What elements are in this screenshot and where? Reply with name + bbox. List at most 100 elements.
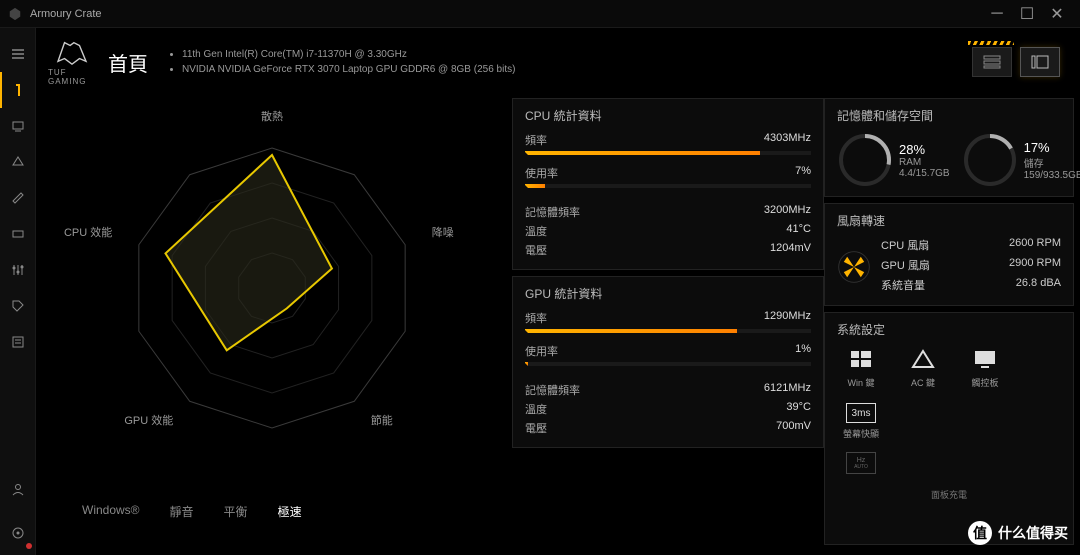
radar-chart: 散熱降噪節能 GPU 效能 CPU 效能 <box>42 98 512 478</box>
sidebar-device[interactable] <box>0 108 36 144</box>
header: TUF GAMING 首頁 11th Gen Intel(R) Core(TM)… <box>36 28 1080 94</box>
titlebar: Armoury Crate ─ ☐ ✕ <box>0 0 1080 28</box>
app-title: Armoury Crate <box>30 8 982 20</box>
gpu-temp-value: 39°C <box>786 401 811 417</box>
fan-noise-value: 26.8 dBA <box>1016 277 1061 293</box>
fan-noise-label: 系統音量 <box>881 277 925 293</box>
sidebar-news[interactable] <box>0 324 36 360</box>
gpu-title: GPU 統計資料 <box>525 285 811 302</box>
sidebar-home[interactable] <box>0 72 36 108</box>
gpu-panel: GPU 統計資料 頻率 1290MHz 使用率 1% 記憶體頻率 6121MHz 溫度… <box>512 276 824 448</box>
mode-tab-0[interactable]: Windows® <box>82 499 140 524</box>
layout-list[interactable] <box>972 47 1012 77</box>
ram-label: RAM <box>899 157 950 168</box>
layout-toggles <box>972 47 1060 77</box>
ram-gauge <box>837 132 893 188</box>
svg-text:節能: 節能 <box>371 413 393 427</box>
cpu-temp-label: 溫度 <box>525 223 547 239</box>
gpu-memfreq-value: 6121MHz <box>764 382 811 398</box>
sidebar-scenario[interactable] <box>0 216 36 252</box>
syscfg-panel: 系統設定 Win 鍵 AC 鍵觸控板 3ms螢幕快顯 HzAUTO 面板充電 <box>824 312 1074 545</box>
sidebar-tag[interactable] <box>0 288 36 324</box>
maximize-button[interactable]: ☐ <box>1012 0 1042 28</box>
gpu-memfreq-label: 記憶體頻率 <box>525 382 580 398</box>
cpu-usage-label: 使用率 <box>525 165 558 181</box>
cpu-temp-value: 41°C <box>786 223 811 239</box>
sysinfo-gpu: NVIDIA NVIDIA GeForce RTX 3070 Laptop GP… <box>182 62 515 77</box>
cpu-freq-label: 頻率 <box>525 132 547 148</box>
cpu-memfreq-value: 3200MHz <box>764 204 811 220</box>
sysinfo-cpu: 11th Gen Intel(R) Core(TM) i7-11370H @ 3… <box>182 47 515 62</box>
main: TUF GAMING 首頁 11th Gen Intel(R) Core(TM)… <box>36 28 1080 555</box>
gpu-freq-label: 頻率 <box>525 310 547 326</box>
ram-pct: 28% <box>899 142 950 157</box>
svg-text:GPU 效能: GPU 效能 <box>124 413 173 427</box>
memstore-panel: 記憶體和儲存空間 28%RAM4.4/15.7GB 17%儲存159/933.5… <box>824 98 1074 197</box>
ram-detail: 4.4/15.7GB <box>899 168 950 179</box>
cpu-panel: CPU 統計資料 頻率 4303MHz 使用率 7% 記憶體頻率 3200MHz 溫度… <box>512 98 824 270</box>
gpu-volt-label: 電壓 <box>525 420 547 436</box>
gpu-freq-bar <box>525 329 811 333</box>
fan-title: 風扇轉速 <box>837 212 1061 229</box>
fan-icon <box>837 250 871 284</box>
cpu-freq-bar <box>525 151 811 155</box>
close-button[interactable]: ✕ <box>1042 0 1072 28</box>
sidebar-menu-toggle[interactable] <box>0 36 36 72</box>
svg-text:降噪: 降噪 <box>432 225 454 239</box>
content-grid: 散熱降噪節能 GPU 效能 CPU 效能 Windows® 靜音 平衡 極速 CPU 統計… <box>36 94 1080 555</box>
page-title: 首頁 <box>108 48 148 77</box>
cpu-usage-value: 7% <box>795 165 811 181</box>
system-info: 11th Gen Intel(R) Core(TM) i7-11370H @ 3… <box>168 47 515 77</box>
sidebar <box>0 28 36 555</box>
svg-text:CPU 效能: CPU 效能 <box>64 225 112 239</box>
mode-tab-3[interactable]: 極速 <box>278 499 302 524</box>
mode-tab-2[interactable]: 平衡 <box>224 499 248 524</box>
disk-gauge <box>962 132 1018 188</box>
syscfg-footer[interactable]: 面板充電 <box>837 488 1061 501</box>
sidebar-tools[interactable] <box>0 180 36 216</box>
sidebar-sliders[interactable] <box>0 252 36 288</box>
fan-gpu-label: GPU 風扇 <box>881 257 930 273</box>
gpu-usage-bar <box>525 362 811 366</box>
fan-gpu-value: 2900 RPM <box>1009 257 1061 273</box>
syscfg-grid: Win 鍵 AC 鍵觸控板 3ms螢幕快顯 <box>837 346 1061 440</box>
fan-cpu-label: CPU 風扇 <box>881 237 929 253</box>
syscfg-item-2[interactable]: 觸控板 <box>961 346 1009 389</box>
cpu-volt-value: 1204mV <box>770 242 811 258</box>
svg-text:散熱: 散熱 <box>261 109 283 123</box>
syscfg-item-3[interactable]: 3ms螢幕快顯 <box>837 403 885 440</box>
sidebar-user[interactable] <box>0 471 36 507</box>
right-column: 記憶體和儲存空間 28%RAM4.4/15.7GB 17%儲存159/933.5… <box>824 98 1074 551</box>
cpu-memfreq-label: 記憶體頻率 <box>525 204 580 220</box>
syscfg-title: 系統設定 <box>837 321 1061 338</box>
tuf-logo: TUF GAMING <box>48 38 96 86</box>
syscfg-hz-auto[interactable]: HzAUTO <box>837 452 885 478</box>
mode-tab-1[interactable]: 靜音 <box>170 499 194 524</box>
gpu-temp-label: 溫度 <box>525 401 547 417</box>
cpu-volt-label: 電壓 <box>525 242 547 258</box>
gpu-volt-value: 700mV <box>776 420 811 436</box>
app-icon <box>8 7 22 21</box>
layout-grid[interactable] <box>1020 47 1060 77</box>
syscfg-item-1[interactable]: AC 鍵 <box>899 346 947 389</box>
minimize-button[interactable]: ─ <box>982 0 1012 28</box>
cpu-title: CPU 統計資料 <box>525 107 811 124</box>
watermark: 值 什么值得买 <box>968 521 1068 545</box>
watermark-badge: 值 <box>968 521 992 545</box>
cpu-usage-bar <box>525 184 811 188</box>
logo-text: TUF GAMING <box>48 68 96 86</box>
sidebar-aura[interactable] <box>0 144 36 180</box>
disk-label: 儲存 <box>1024 155 1080 170</box>
syscfg-item-0[interactable]: Win 鍵 <box>837 346 885 389</box>
gpu-freq-value: 1290MHz <box>764 310 811 326</box>
gpu-usage-value: 1% <box>795 343 811 359</box>
disk-detail: 159/933.5GB <box>1024 170 1080 181</box>
memstore-title: 記憶體和儲存空間 <box>837 107 1061 124</box>
gpu-usage-label: 使用率 <box>525 343 558 359</box>
sidebar-settings[interactable] <box>0 515 36 551</box>
disk-pct: 17% <box>1024 140 1080 155</box>
cpu-freq-value: 4303MHz <box>764 132 811 148</box>
fan-cpu-value: 2600 RPM <box>1009 237 1061 253</box>
watermark-text: 什么值得买 <box>998 523 1068 543</box>
mode-tabs: Windows® 靜音 平衡 極速 <box>42 483 512 532</box>
